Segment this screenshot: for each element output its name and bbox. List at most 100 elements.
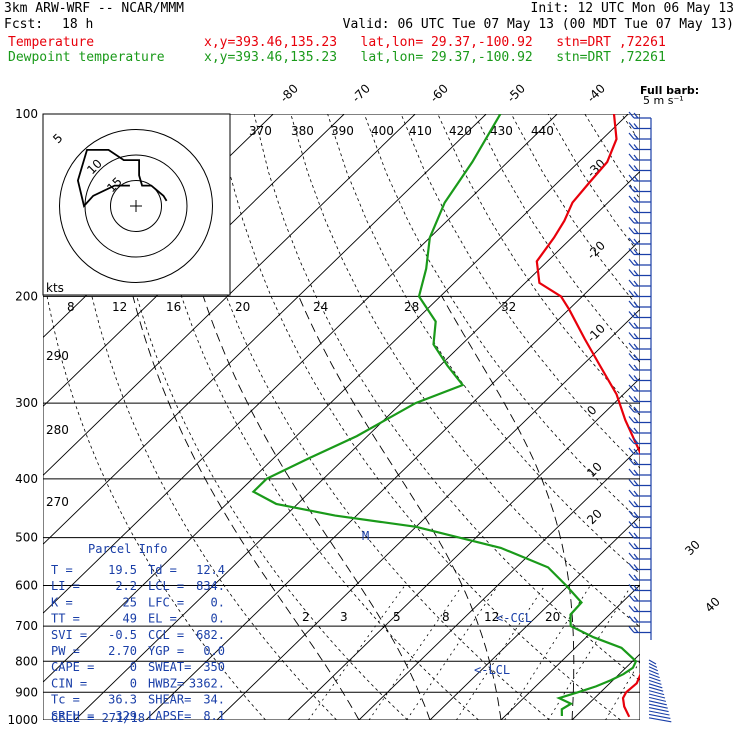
parcel-param-value: 0	[130, 660, 137, 674]
wind-barb	[628, 594, 651, 602]
pressure-tick-label: 900	[15, 685, 38, 699]
theta-label: 400	[371, 124, 394, 138]
wind-barb-flag	[628, 374, 635, 381]
speed-tick-label: 16	[166, 300, 181, 314]
parcel-info-title: Parcel Info	[88, 542, 167, 556]
wind-barb	[628, 437, 651, 445]
wind-barb-flag	[633, 291, 639, 297]
wind-barb	[628, 111, 651, 119]
pressure-tick-label: 700	[15, 619, 38, 633]
dry-adiabat	[327, 114, 640, 575]
parcel-param-value: 834.	[196, 579, 225, 593]
parcel-param-label: SVI =	[51, 628, 87, 642]
wind-barb	[628, 290, 651, 298]
wind-barb	[628, 153, 651, 161]
isotherm-label: 40	[702, 594, 723, 615]
mixing-ratio-label: 5	[393, 610, 401, 624]
wind-barb-flag	[633, 112, 639, 119]
parcel-param-label: TT =	[51, 612, 80, 626]
wind-barb-low	[648, 700, 667, 706]
moist-adiabat	[714, 296, 740, 720]
wind-barb	[628, 143, 651, 151]
wind-barb-low	[648, 673, 660, 679]
isotherm-line	[145, 239, 640, 720]
parcel-param-value: 49	[123, 612, 137, 626]
isotherm-line	[216, 308, 640, 720]
speed-tick-label: 12	[112, 300, 127, 314]
wind-barb-low	[648, 690, 665, 696]
wind-barb	[628, 615, 651, 623]
isotherm-line	[429, 515, 640, 720]
wind-barb-flag	[633, 543, 639, 549]
wind-barb	[628, 468, 651, 476]
parcel-param-label: Tc =	[51, 693, 80, 707]
mixing-ratio-label: 2	[302, 610, 310, 624]
wind-barb-flag	[633, 385, 639, 392]
parcel-info-panel: Parcel Info T = 19.5 Td = 12.4 LI = 2.2 LCL = 8…	[51, 542, 225, 725]
isotherm-label: -80	[277, 81, 301, 105]
wind-barb-low	[648, 666, 659, 672]
wind-barb	[628, 363, 651, 371]
wind-barb-flag	[633, 448, 639, 455]
wind-barb-flag	[633, 469, 639, 476]
wind-barb-flag	[633, 501, 639, 507]
dry-adiabat	[43, 269, 266, 720]
dry-adiabat	[180, 114, 550, 720]
wind-barb	[628, 416, 651, 424]
wind-barb	[628, 332, 651, 340]
parcel-param-value: 2.70	[108, 644, 137, 658]
wind-barb-flag	[628, 269, 635, 276]
wind-barb	[628, 542, 651, 550]
wind-barb-flag	[633, 196, 639, 203]
wind-barb-flag	[628, 615, 635, 623]
pressure-tick-label: 600	[15, 579, 38, 593]
wind-barb-flag	[628, 605, 635, 612]
wind-barb-low	[648, 713, 671, 719]
theta-label-left: 290	[46, 349, 69, 363]
parcel-param-value: -0.5	[108, 628, 137, 642]
dry-adiabat	[584, 114, 640, 200]
dry-adiabat	[695, 114, 740, 720]
isotherm-line	[714, 114, 740, 720]
wind-barb-flag	[633, 270, 639, 276]
theta-label: 370	[249, 124, 272, 138]
pressure-tick-label: 800	[15, 654, 38, 668]
wind-barb-low	[648, 696, 667, 702]
wind-barb-flag	[633, 207, 639, 213]
theta-label: 420	[449, 124, 472, 138]
wind-barb	[628, 164, 651, 172]
wind-barb-flag	[633, 238, 639, 245]
wind-barb-flag	[628, 111, 635, 119]
wind-barb-flag	[628, 489, 635, 497]
wind-barb-flag	[633, 217, 639, 224]
wind-barb-flag	[633, 574, 639, 581]
wind-barb	[628, 300, 651, 308]
dry-adiabat	[290, 114, 640, 628]
isotherm-line	[43, 114, 629, 683]
speed-tick-label: 8	[67, 300, 75, 314]
wind-barb-flag	[628, 426, 635, 434]
wind-barb	[628, 342, 651, 350]
isotherm-label: -70	[349, 81, 373, 105]
dry-adiabat	[143, 114, 479, 720]
wind-barb-flag	[628, 279, 635, 287]
theta-label: 430	[490, 124, 513, 138]
wind-barb-flag	[628, 227, 635, 234]
isotherm-line	[43, 114, 487, 545]
wind-barb-flag	[628, 500, 635, 507]
dry-adiabat	[437, 114, 640, 416]
wind-barb-flag	[628, 563, 635, 570]
parcel-param-value: 0	[130, 676, 137, 690]
isotherm-label: 0	[584, 403, 599, 418]
mixing-ratio-label: 20	[545, 610, 560, 624]
wind-barb	[628, 531, 651, 539]
wind-barb-flag	[628, 153, 635, 161]
wind-barb-flag	[628, 290, 635, 297]
wind-barb-flag	[633, 522, 639, 528]
wind-barb	[628, 479, 651, 487]
dry-adiabat	[474, 114, 640, 363]
wind-barb-flag	[633, 343, 639, 350]
wind-barb-flag	[633, 322, 639, 329]
wind-barb	[628, 248, 651, 256]
wind-barb-flag	[628, 248, 635, 255]
